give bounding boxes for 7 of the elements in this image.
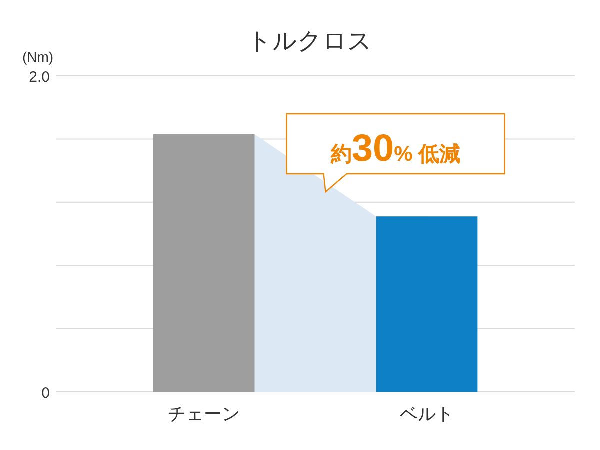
ylabel: (Nm) [22,49,54,65]
ytick: 0 [42,385,50,402]
xtick: ベルト [400,404,454,424]
xtick: チェーン [168,404,240,424]
title: トルクロス [248,28,372,55]
annotation: 約30% 低減 [330,128,461,170]
ytick: 2.0 [29,69,50,86]
